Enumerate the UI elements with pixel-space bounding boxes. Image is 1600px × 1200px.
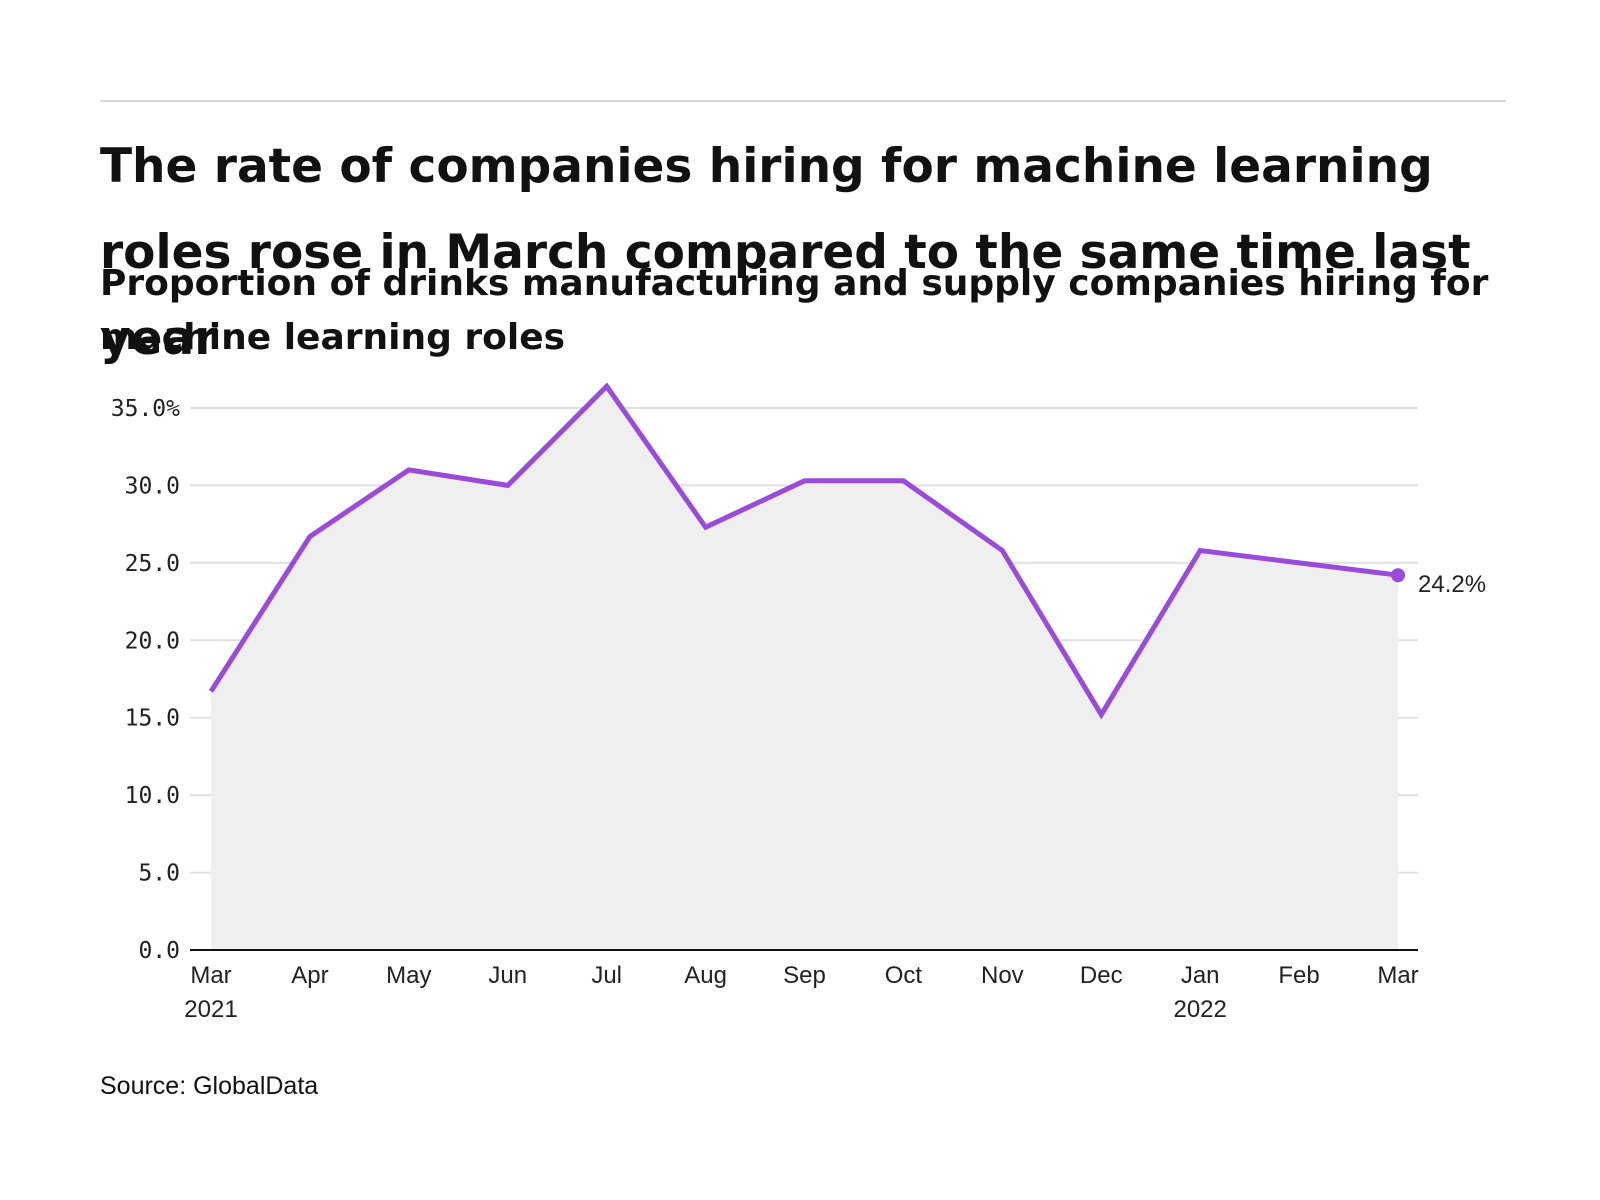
x-tick-year-label: 2021 xyxy=(184,996,237,1023)
y-tick-label: 30.0 xyxy=(125,473,180,499)
x-tick-label: Jun xyxy=(488,962,527,989)
series-line xyxy=(208,382,1399,720)
y-tick-label: 5.0 xyxy=(138,861,180,887)
x-tick-label: Oct xyxy=(885,962,923,989)
area-fill xyxy=(211,386,1398,950)
chart-title: The rate of companies hiring for machine… xyxy=(100,139,1471,366)
x-tick-label: Sep xyxy=(783,962,826,989)
x-tick-label: Aug xyxy=(684,962,727,989)
top-divider xyxy=(100,100,1506,102)
y-tick-label: 10.0 xyxy=(125,783,180,809)
x-tick-label: Nov xyxy=(981,962,1024,989)
x-tick-label: Jan xyxy=(1181,962,1220,989)
chart-subtitle: Proportion of drinks manufacturing and s… xyxy=(100,263,1489,358)
end-value-label: 24.2% xyxy=(1418,571,1486,598)
y-tick-label: 35.0% xyxy=(111,396,180,422)
source-note: Source: GlobalData xyxy=(100,1072,319,1100)
y-tick-label: 20.0 xyxy=(125,628,180,654)
end-point-marker xyxy=(1391,568,1405,583)
x-tick-label: Mar xyxy=(1377,962,1418,989)
y-tick-label: 15.0 xyxy=(125,706,180,732)
x-tick-label: Jul xyxy=(591,962,622,989)
x-tick-label: Mar xyxy=(190,962,231,989)
x-tick-label: May xyxy=(386,962,431,989)
x-tick-label: Feb xyxy=(1278,962,1319,989)
y-tick-label: 25.0 xyxy=(125,551,180,577)
x-tick-year-label: 2022 xyxy=(1173,996,1226,1023)
y-axis-ticks: 0.0 5.0 10.0 15.0 20.0 25.0 30.0 35.0% xyxy=(111,396,180,964)
x-axis-ticks: Mar 2021 Apr May Jun Jul Aug Sep Oct Nov Dec Jan 202… xyxy=(184,962,1418,1023)
y-tick-label: 0.0 xyxy=(138,938,180,964)
x-tick-label: Dec xyxy=(1080,962,1123,989)
x-tick-label: Apr xyxy=(291,962,328,989)
